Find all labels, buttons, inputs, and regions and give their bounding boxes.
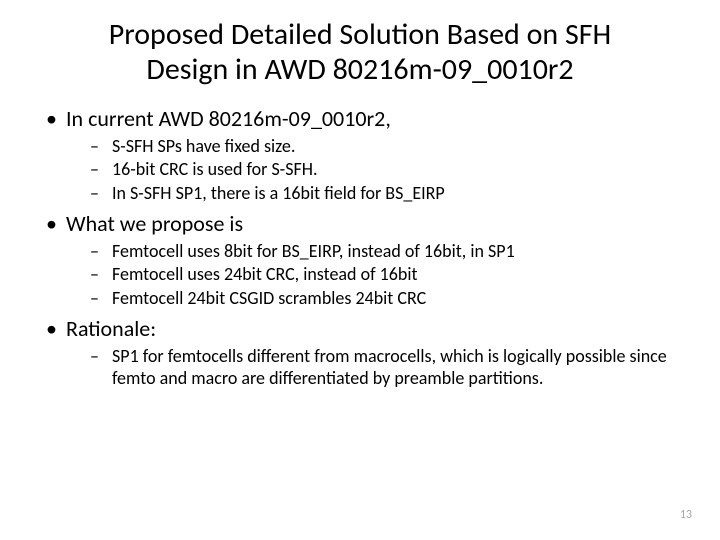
sub-bullet-text: Femtocell 24bit CSGID scrambles 24bit CR…: [112, 287, 426, 309]
bullet-list: In current AWD 80216m-09_0010r2, S-SFH S…: [44, 105, 680, 390]
sub-bullet-text: S-SFH SPs have fixed size.: [112, 135, 295, 157]
list-item: What we propose is Femtocell uses 8bit f…: [44, 210, 680, 309]
list-item: Femtocell 24bit CSGID scrambles 24bit CR…: [90, 287, 680, 310]
bullet-text: In current AWD 80216m-09_0010r2,: [66, 105, 391, 132]
list-item: In current AWD 80216m-09_0010r2, S-SFH S…: [44, 105, 680, 204]
sub-list: Femtocell uses 8bit for BS_EIRP, instead…: [90, 240, 680, 310]
list-item: Femtocell uses 24bit CRC, instead of 16b…: [90, 263, 680, 286]
sub-bullet-text: In S-SFH SP1, there is a 16bit field for…: [112, 182, 445, 204]
list-item: S-SFH SPs have fixed size.: [90, 135, 680, 158]
slide: Proposed Detailed Solution Based on SFH …: [0, 0, 720, 540]
list-item: In S-SFH SP1, there is a 16bit field for…: [90, 182, 680, 205]
slide-title: Proposed Detailed Solution Based on SFH …: [40, 18, 680, 87]
sub-list: SP1 for femtocells different from macroc…: [90, 345, 680, 390]
list-item: SP1 for femtocells different from macroc…: [90, 345, 680, 390]
list-item: 16-bit CRC is used for S-SFH.: [90, 158, 680, 181]
sub-list: S-SFH SPs have fixed size. 16-bit CRC is…: [90, 135, 680, 205]
sub-bullet-text: Femtocell uses 8bit for BS_EIRP, instead…: [112, 240, 515, 262]
title-line-1: Proposed Detailed Solution Based on SFH: [109, 16, 611, 53]
sub-bullet-text: Femtocell uses 24bit CRC, instead of 16b…: [112, 263, 418, 285]
list-item: Rationale: SP1 for femtocells different …: [44, 315, 680, 390]
page-number: 13: [680, 508, 692, 522]
title-line-2: Design in AWD 80216m-09_0010r2: [146, 51, 573, 88]
sub-bullet-text: SP1 for femtocells different from macroc…: [112, 345, 667, 390]
bullet-text: Rationale:: [66, 315, 156, 342]
sub-bullet-text: 16-bit CRC is used for S-SFH.: [112, 158, 318, 180]
list-item: Femtocell uses 8bit for BS_EIRP, instead…: [90, 240, 680, 263]
bullet-text: What we propose is: [66, 210, 243, 237]
